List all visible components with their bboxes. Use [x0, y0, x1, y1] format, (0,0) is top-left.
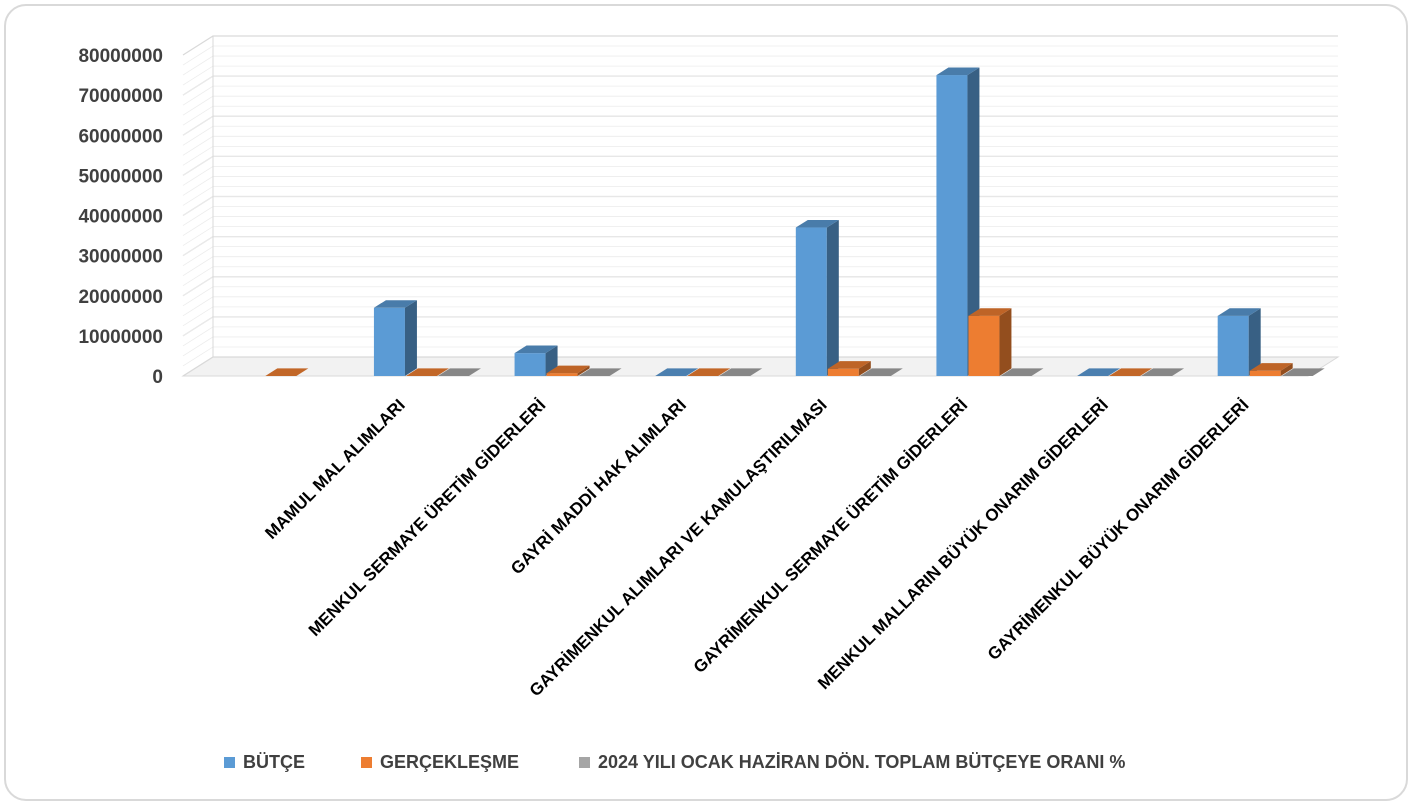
bar-3-top	[1281, 368, 1325, 376]
bar-2-front	[1249, 370, 1281, 376]
bar-3-top	[1000, 368, 1044, 376]
bar-1-top	[795, 219, 839, 228]
x-tick-label: GAYRİMENKUL SERMAYE ÜRETİM GİDERLERİ	[690, 395, 971, 676]
x-tick-label: MAMUL MAL ALIMLARI	[261, 395, 408, 542]
y-tick-label: 30000000	[78, 247, 163, 268]
y-tick-label: 60000000	[78, 126, 163, 147]
bar-1-side	[967, 67, 980, 377]
bar-3-top	[859, 368, 903, 376]
bar-1-side	[826, 219, 839, 376]
bar-1-front	[1217, 315, 1249, 376]
bar-1	[373, 300, 417, 376]
bar-1-top	[936, 67, 980, 76]
y-tick-label: 0	[152, 367, 163, 388]
legend-swatch	[579, 757, 590, 768]
x-tick-label: MENKUL MALLARIN BÜYÜK ONARIM GİDERLERİ	[814, 395, 1112, 693]
bar-1	[936, 67, 980, 377]
bar-1-top	[1077, 368, 1121, 376]
bar-2-top	[827, 361, 871, 369]
legend-label: 2024 YILI OCAK HAZİRAN DÖN. TOPLAM BÜTÇE…	[598, 752, 1125, 772]
bar-1-front	[795, 227, 827, 376]
bar-2	[1109, 368, 1153, 376]
bar-2-front	[827, 368, 859, 376]
bar-2	[265, 368, 309, 376]
y-tick-label: 40000000	[78, 207, 163, 228]
x-tick-label: MENKUL SERMAYE ÜRETİM GİDERLERİ	[305, 395, 550, 640]
bar-1-top	[373, 300, 417, 308]
bar-2-top	[968, 308, 1012, 316]
y-tick-label: 70000000	[78, 86, 163, 107]
bar-3	[859, 368, 903, 376]
bar-3	[437, 368, 481, 376]
y-axis: 0 10000000 20000000 30000000 40000000 5000000…	[78, 46, 163, 388]
bar-2-side	[577, 365, 590, 376]
bar-3-top	[437, 368, 481, 376]
bar-1	[795, 219, 839, 376]
bar-2	[546, 365, 590, 376]
bar-1	[1217, 308, 1261, 376]
bar-1-side	[404, 300, 417, 376]
legend-label: GERÇEKLEŞME	[380, 752, 519, 772]
bar-2	[827, 361, 871, 376]
bar-2	[405, 368, 449, 376]
bar-2	[1249, 363, 1293, 376]
bar-1	[655, 368, 699, 376]
bar-1-front	[936, 75, 968, 376]
legend-swatch	[224, 757, 235, 768]
bar-3	[719, 368, 763, 376]
bar-2	[687, 368, 731, 376]
bar-1	[1077, 368, 1121, 376]
bar-2-side	[858, 361, 871, 376]
bar-2-top	[265, 368, 309, 376]
bar-2-top	[405, 368, 449, 376]
bar-2	[968, 308, 1012, 376]
bar-2-top	[1249, 363, 1293, 371]
bar-3	[1000, 368, 1044, 376]
bar-2-side	[999, 308, 1012, 376]
bar-2-front	[546, 373, 578, 376]
bar-1-side	[1248, 308, 1261, 376]
bar-2-top	[546, 365, 590, 374]
bar-1-top	[1217, 308, 1261, 316]
bar-3-top	[1141, 368, 1185, 376]
y-tick-label: 50000000	[78, 166, 163, 187]
bar-1-top	[514, 345, 558, 354]
bar-2-top	[687, 368, 731, 376]
y-tick-label: 20000000	[78, 287, 163, 308]
y-tick-label: 80000000	[78, 46, 163, 67]
bar-2-top	[1109, 368, 1153, 376]
bar-2-side	[1280, 363, 1293, 376]
bar-3	[1141, 368, 1185, 376]
bar-3-top	[578, 368, 622, 376]
legend: BÜTÇE GERÇEKLEŞME 2024 YILI OCAK HAZİRAN D…	[224, 752, 1125, 772]
y-tick-label: 10000000	[78, 327, 163, 348]
bar-1-front	[514, 353, 546, 376]
bar-1-top	[655, 368, 699, 376]
bar-3-top	[719, 368, 763, 376]
bar-1-front	[373, 307, 405, 376]
bars	[265, 67, 1325, 377]
bar-2-front	[968, 315, 1000, 376]
legend-label: BÜTÇE	[243, 752, 305, 772]
chart-walls	[181, 36, 1340, 377]
legend-swatch	[361, 757, 372, 768]
x-tick-label: GAYRİMENKUL ALIMLARI VE KAMULAŞTIRILMASI	[526, 395, 831, 700]
x-tick-label: GAYRİMENKUL BÜYÜK ONARIM GİDERLERİ	[984, 395, 1253, 664]
bar-3	[1281, 368, 1325, 376]
bar-3	[578, 368, 622, 376]
